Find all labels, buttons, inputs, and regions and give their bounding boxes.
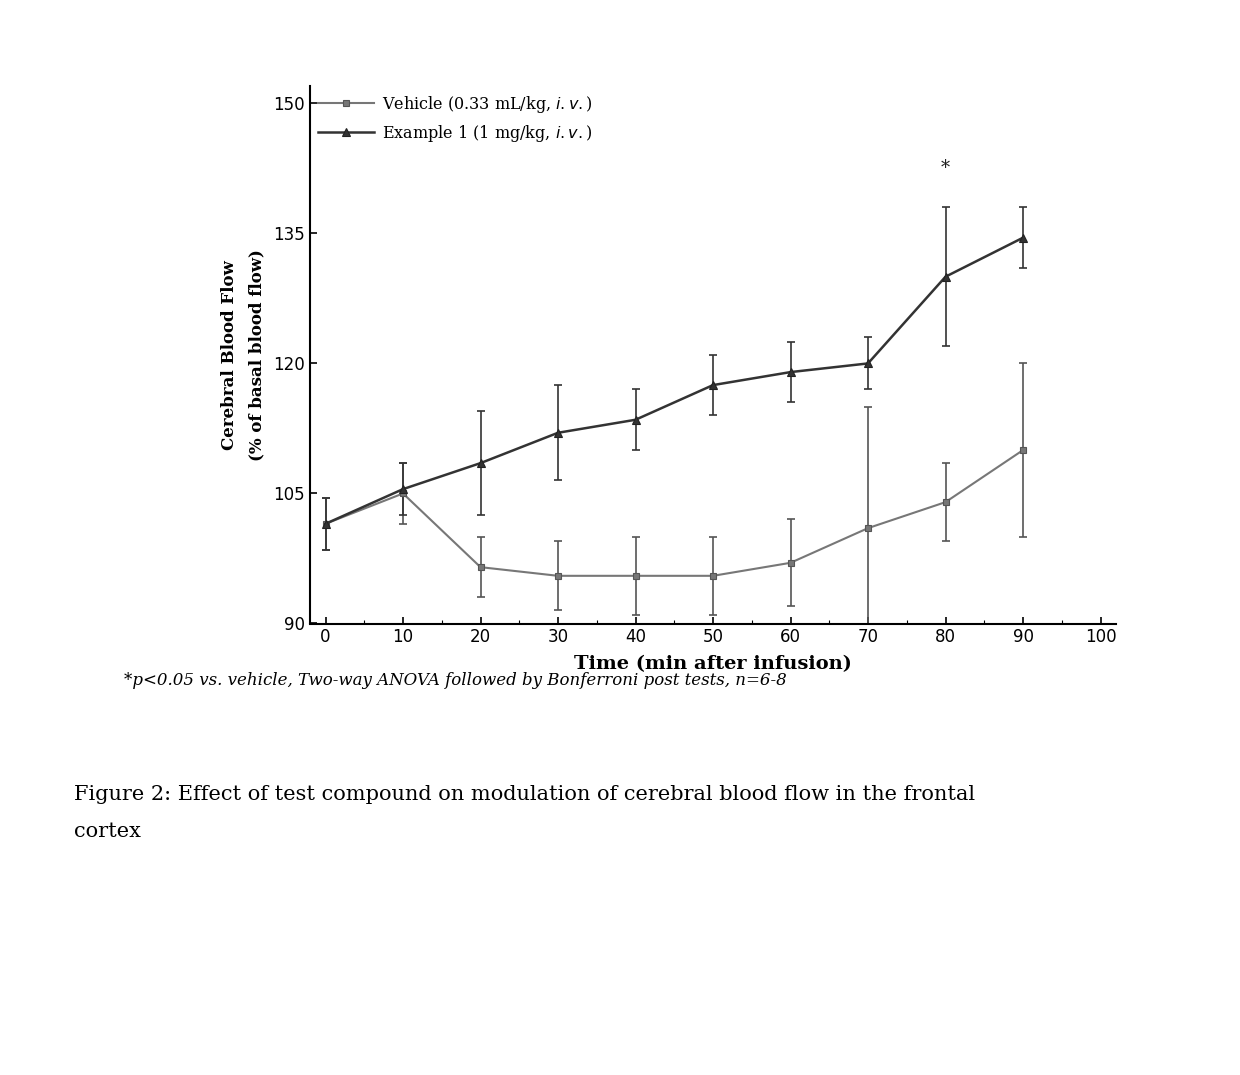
Text: Figure 2: Effect of test compound on modulation of cerebral blood flow in the fr: Figure 2: Effect of test compound on mod… xyxy=(74,785,976,804)
Text: *: * xyxy=(941,159,950,177)
X-axis label: Time (min after infusion): Time (min after infusion) xyxy=(574,655,852,673)
Text: cortex: cortex xyxy=(74,822,141,842)
Y-axis label: Cerebral Blood Flow
(% of basal blood flow): Cerebral Blood Flow (% of basal blood fl… xyxy=(221,248,265,461)
Text: *p<0.05 vs. vehicle, Two-way ANOVA followed by Bonferroni post tests, n=6-8: *p<0.05 vs. vehicle, Two-way ANOVA follo… xyxy=(124,672,786,689)
Legend: Vehicle (0.33 mL/kg, $\it{i.v.}$), Example 1 (1 mg/kg, $\it{i.v.}$): Vehicle (0.33 mL/kg, $\it{i.v.}$), Examp… xyxy=(317,94,593,144)
